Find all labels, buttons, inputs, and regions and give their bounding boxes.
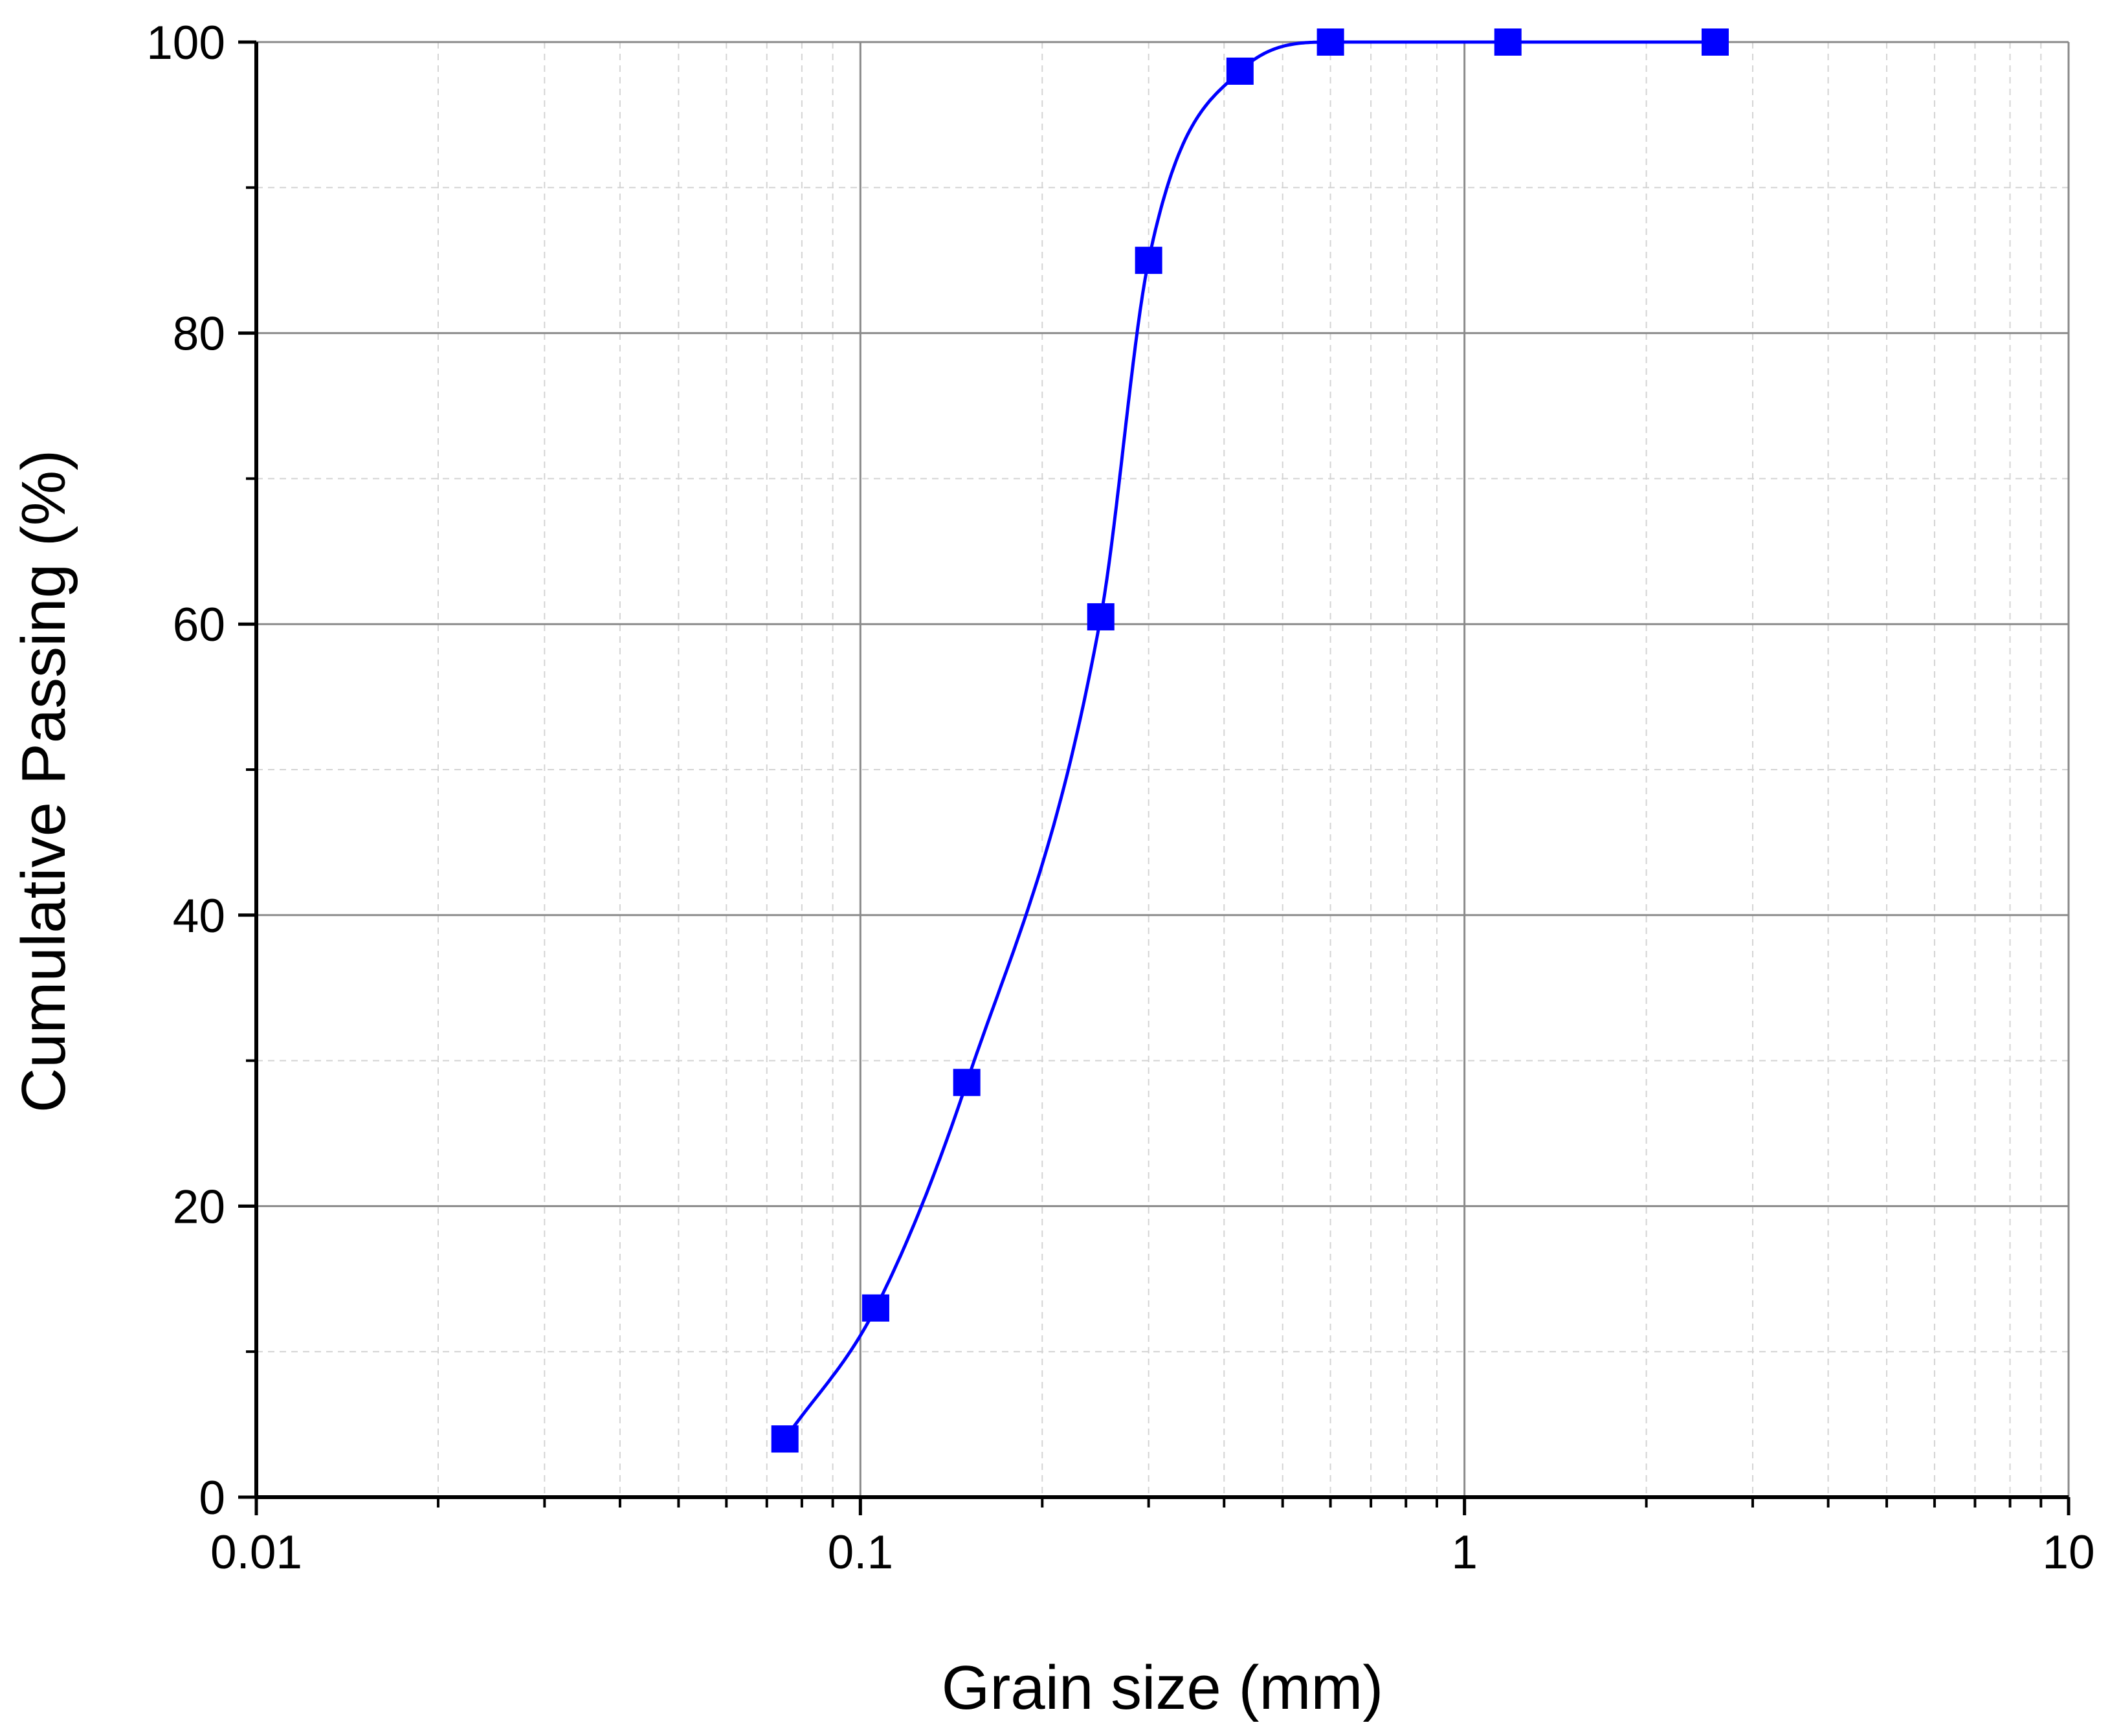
data-points (771, 28, 1729, 1453)
x-tick-label: 10 (2042, 1526, 2094, 1579)
data-point (1701, 28, 1729, 56)
x-axis-title: Grain size (mm) (942, 1653, 1384, 1722)
data-point (1494, 28, 1522, 56)
minor-gridlines (256, 42, 2069, 1497)
y-tick-label: 40 (173, 890, 225, 942)
x-tick-label: 0.01 (210, 1526, 302, 1579)
y-tick-label: 80 (173, 308, 225, 361)
data-point (1316, 28, 1344, 56)
data-point (1135, 247, 1162, 274)
y-tick-label: 20 (173, 1181, 225, 1233)
data-point (861, 1294, 889, 1322)
data-point (1087, 603, 1115, 630)
y-tick-label: 0 (199, 1472, 225, 1524)
y-tick-label: 60 (173, 599, 225, 651)
axes (238, 40, 2071, 1515)
data-point (771, 1425, 799, 1453)
y-tick-label: 100 (146, 17, 225, 69)
x-tick-label: 1 (1451, 1526, 1478, 1579)
y-axis-title: Cumulative Passing (%) (9, 450, 78, 1113)
x-tick-label: 0.1 (828, 1526, 893, 1579)
data-point (953, 1069, 981, 1096)
data-point (1226, 57, 1254, 85)
plot-area (256, 42, 2069, 1497)
